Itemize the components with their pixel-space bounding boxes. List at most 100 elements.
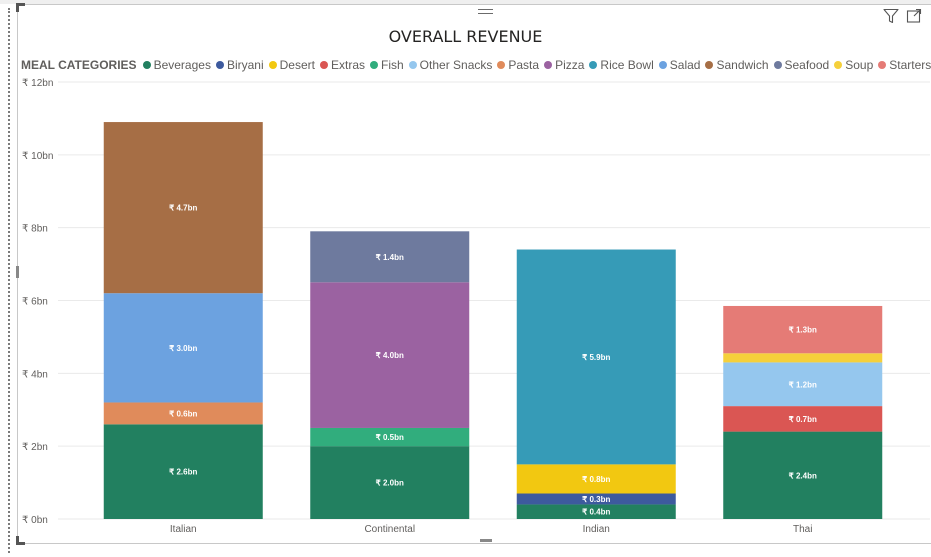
data-label: ₹ 0.7bn	[789, 415, 817, 424]
y-tick-label: ₹ 8bn	[22, 224, 48, 235]
data-label: ₹ 0.3bn	[582, 495, 610, 504]
legend-swatch	[268, 61, 277, 69]
legend-swatch	[497, 61, 506, 69]
x-tick-label: Thai	[793, 524, 812, 535]
legend-item[interactable]: Sandwich	[705, 58, 769, 72]
legend-item[interactable]: Starters	[878, 58, 931, 72]
legend-label: Seafood	[784, 58, 830, 72]
data-label: ₹ 4.0bn	[376, 351, 404, 360]
legend-swatch	[408, 61, 417, 69]
legend-swatch	[658, 61, 667, 69]
legend-label: Extras	[330, 58, 365, 72]
legend-label: Other Snacks	[419, 58, 493, 72]
filter-icon[interactable]	[883, 8, 899, 24]
bar-segment	[723, 353, 883, 363]
legend-label: Starters	[889, 58, 931, 72]
data-label: ₹ 3.0bn	[169, 344, 197, 353]
bar-segment	[723, 305, 883, 354]
y-tick-label: ₹ 4bn	[22, 369, 48, 380]
legend-label: Biryani	[226, 58, 264, 72]
legend-item[interactable]: Pizza	[544, 58, 584, 72]
bar-segment	[103, 293, 263, 403]
legend-label: Fish	[381, 58, 404, 72]
x-tick-label: Continental	[364, 524, 415, 535]
bar-segment	[103, 424, 263, 519]
data-label: ₹ 0.5bn	[376, 433, 404, 442]
chart-legend: MEAL CATEGORIES Beverages Biryani Desert Ex…	[21, 57, 931, 73]
data-label: ₹ 4.7bn	[169, 204, 197, 213]
bar-segment	[516, 464, 676, 494]
legend-label: Salad	[669, 58, 701, 72]
legend-item[interactable]: Seafood	[773, 58, 830, 72]
legend-swatch	[215, 61, 224, 69]
legend-title: MEAL CATEGORIES	[21, 58, 137, 72]
resize-handle-top-left[interactable]	[16, 3, 25, 12]
bar-segment	[103, 122, 263, 294]
bar-segment	[310, 231, 470, 283]
legend-item[interactable]: Beverages	[142, 58, 211, 72]
legend-swatch	[142, 61, 151, 69]
y-tick-label: ₹ 6bn	[22, 297, 48, 308]
data-label: ₹ 0.8bn	[582, 475, 610, 484]
x-tick-label: Italian	[170, 524, 197, 535]
y-tick-label: ₹ 10bn	[22, 151, 53, 162]
legend-label: Desert	[279, 58, 315, 72]
legend-item[interactable]: Pasta	[497, 58, 539, 72]
y-tick-label: ₹ 2bn	[22, 442, 48, 453]
resize-handle-left[interactable]	[16, 266, 19, 278]
canvas-top-border	[0, 0, 931, 4]
legend-label: Beverages	[153, 58, 211, 72]
drag-handle-icon[interactable]	[478, 9, 493, 19]
legend-item[interactable]: Extras	[319, 58, 365, 72]
legend-swatch	[878, 61, 887, 69]
y-tick-label: ₹ 12bn	[22, 78, 53, 89]
focus-mode-icon[interactable]	[906, 8, 922, 24]
legend-item[interactable]: Salad	[658, 58, 701, 72]
legend-item[interactable]: Desert	[268, 58, 315, 72]
legend-swatch	[589, 61, 598, 69]
x-tick-label: Indian	[583, 524, 610, 535]
resize-handle-bottom[interactable]	[480, 539, 492, 542]
data-label: ₹ 1.3bn	[789, 326, 817, 335]
bar-segment	[310, 282, 470, 428]
bar-segment	[723, 362, 883, 407]
data-label: ₹ 2.6bn	[169, 468, 197, 477]
data-label: ₹ 1.4bn	[376, 253, 404, 262]
visual-selection-border	[8, 8, 10, 553]
legend-item[interactable]: Soup	[834, 58, 873, 72]
legend-label: Soup	[845, 58, 874, 72]
legend-swatch	[773, 61, 782, 69]
legend-swatch	[319, 61, 328, 69]
legend-item[interactable]: Fish	[370, 58, 404, 72]
legend-label: Pizza	[555, 58, 585, 72]
bar-segment	[103, 402, 263, 425]
bar-segment	[310, 427, 470, 447]
bar-segment	[516, 249, 676, 465]
legend-label: Rice Bowl	[600, 58, 654, 72]
bar-segment	[310, 446, 470, 519]
legend-item[interactable]: Other Snacks	[408, 58, 493, 72]
y-tick-label: ₹ 0bn	[22, 515, 48, 526]
legend-item[interactable]: Rice Bowl	[589, 58, 654, 72]
data-label: ₹ 0.4bn	[582, 508, 610, 517]
legend-item[interactable]: Biryani	[215, 58, 264, 72]
legend-label: Pasta	[508, 58, 540, 72]
resize-handle-bottom-left[interactable]	[16, 536, 25, 545]
bar-segment	[516, 504, 676, 519]
chart-title: OVERALL REVENUE	[388, 27, 543, 46]
legend-swatch	[370, 61, 378, 69]
bar-segment	[723, 406, 883, 432]
legend-swatch	[834, 61, 843, 69]
data-label: ₹ 2.0bn	[376, 479, 404, 488]
legend-label: Sandwich	[716, 58, 769, 72]
legend-swatch	[544, 61, 553, 69]
bar-segment	[516, 493, 676, 505]
data-label: ₹ 1.2bn	[789, 380, 817, 389]
data-label: ₹ 5.9bn	[582, 353, 610, 362]
bar-segment	[723, 431, 883, 519]
legend-swatch	[705, 61, 714, 69]
data-label: ₹ 2.4bn	[789, 471, 817, 480]
data-label: ₹ 0.6bn	[169, 409, 197, 418]
